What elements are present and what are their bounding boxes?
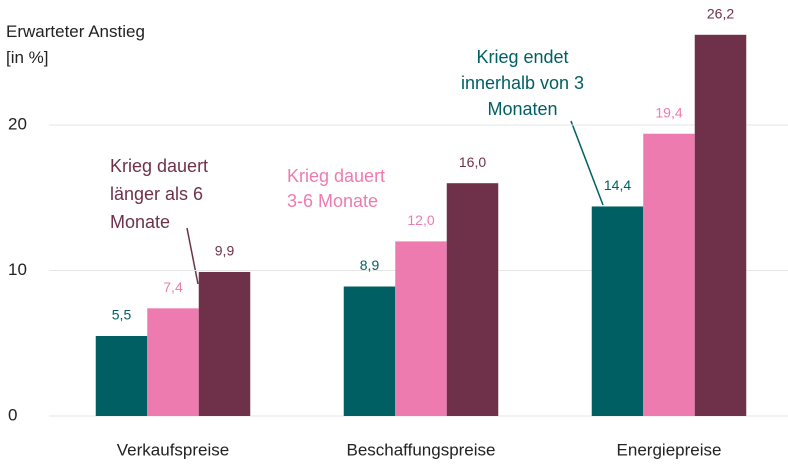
x-tick-label: Verkaufspreise [117,440,229,459]
value-label: 26,2 [707,5,734,21]
bar [343,286,396,416]
series-annotation: Krieg dauert länger als 6 Monate [110,156,209,232]
bar [446,183,499,416]
value-label: 9,9 [215,243,235,259]
annotation-pointer [186,227,199,285]
bar [643,133,695,417]
bar [395,241,447,416]
bar [198,271,251,416]
y-axis-label: [in %] [6,48,49,67]
series-annotation: Krieg endet innerhalb von 3 Monaten [460,47,585,119]
value-label: 8,9 [360,257,380,273]
x-tick-label: Beschaffungspreise [346,440,495,459]
bar [694,34,747,416]
x-tick-label: Energiepreise [617,440,722,459]
y-tick-label: 0 [8,405,17,424]
y-tick-label: 10 [8,260,27,279]
value-label: 7,4 [163,279,183,295]
value-label: 16,0 [459,154,486,170]
y-tick-label: 20 [8,114,27,133]
y-axis-label: Erwarteter Anstieg [6,22,145,41]
value-label: 12,0 [407,212,434,228]
series-annotation: Krieg dauert 3-6 Monate [287,166,386,211]
annotation-pointer [570,120,604,206]
bar [147,308,199,416]
bar [591,206,644,416]
value-label: 14,4 [604,177,631,193]
value-label: 5,5 [112,307,132,323]
value-label: 19,4 [655,104,682,120]
bar [95,335,148,416]
